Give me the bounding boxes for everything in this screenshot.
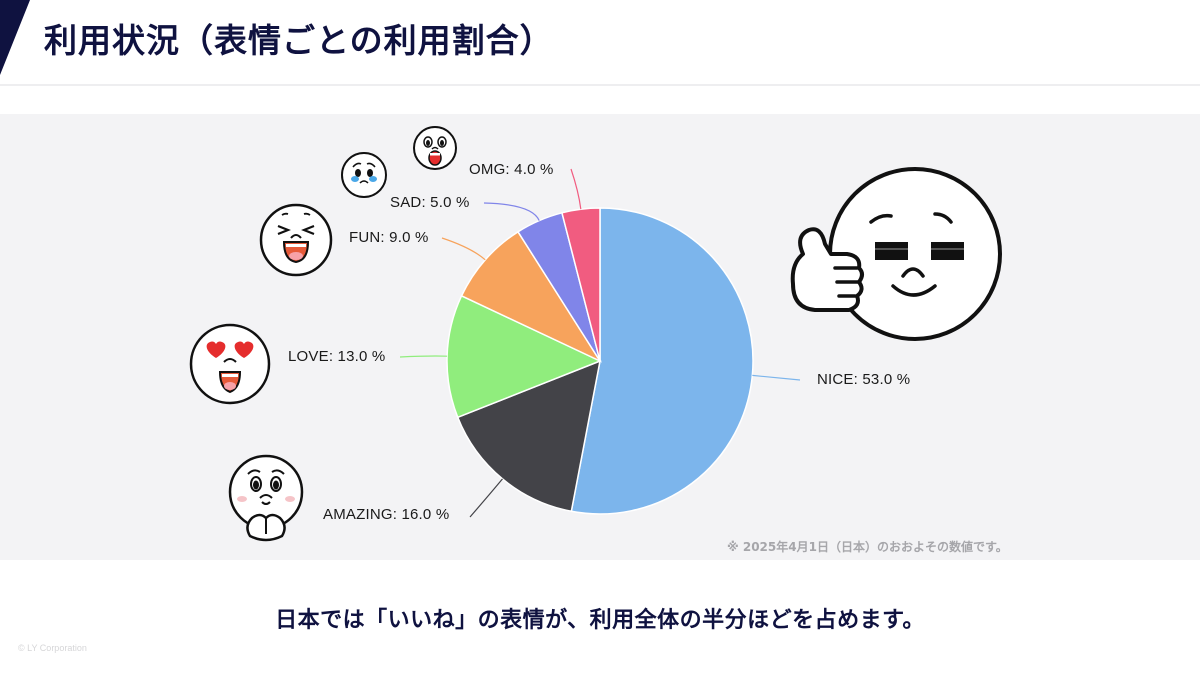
page-title: 利用状況（表情ごとの利用割合） [44, 21, 554, 60]
shocked-face-icon [413, 126, 457, 170]
crying-face-icon [341, 152, 387, 198]
pie-slices [446, 207, 754, 515]
slice-label-sad: SAD: 5.0 % [390, 194, 470, 211]
pie-slice-fun [460, 230, 603, 363]
heart-eyes-face-icon [189, 323, 271, 405]
slice-label-love: LOVE: 13.0 % [288, 348, 386, 365]
slice-label-amazing: AMAZING: 16.0 % [323, 506, 450, 523]
slice-label-nice: NICE: 53.0 % [817, 371, 911, 388]
pie-slice-love [446, 294, 602, 419]
slice-label-fun: FUN: 9.0 % [349, 229, 429, 246]
pie-slice-amazing [456, 359, 601, 513]
laughing-face-icon [259, 203, 333, 277]
slice-label-omg: OMG: 4.0 % [469, 161, 554, 178]
touched-clasped-hands-face-icon [228, 454, 304, 542]
chart-panel: NICE: 53.0 % AMAZING: 16.0 % LOVE: 13.0 … [0, 114, 1200, 560]
leader-line-sad [483, 202, 540, 221]
leader-line-omg [570, 168, 582, 210]
leader-lines [399, 168, 801, 518]
leader-line-amazing [469, 478, 503, 518]
copyright-notice: © LY Corporation [18, 643, 87, 653]
corner-accent-stripe [0, 0, 30, 75]
summary-caption: 日本では「いいね」の表情が、利用全体の半分ほどを占めます。 [275, 608, 925, 633]
thumbs-up-sunglasses-face-icon [790, 167, 1002, 341]
leader-line-love [399, 355, 448, 358]
pie-chart [399, 168, 801, 518]
leader-line-fun [441, 237, 486, 261]
chart-footnote: ※ 2025年4月1日（日本）のおおよその数値です。 [727, 540, 1008, 554]
leader-line-nice [752, 374, 801, 381]
header-divider [0, 84, 1200, 86]
